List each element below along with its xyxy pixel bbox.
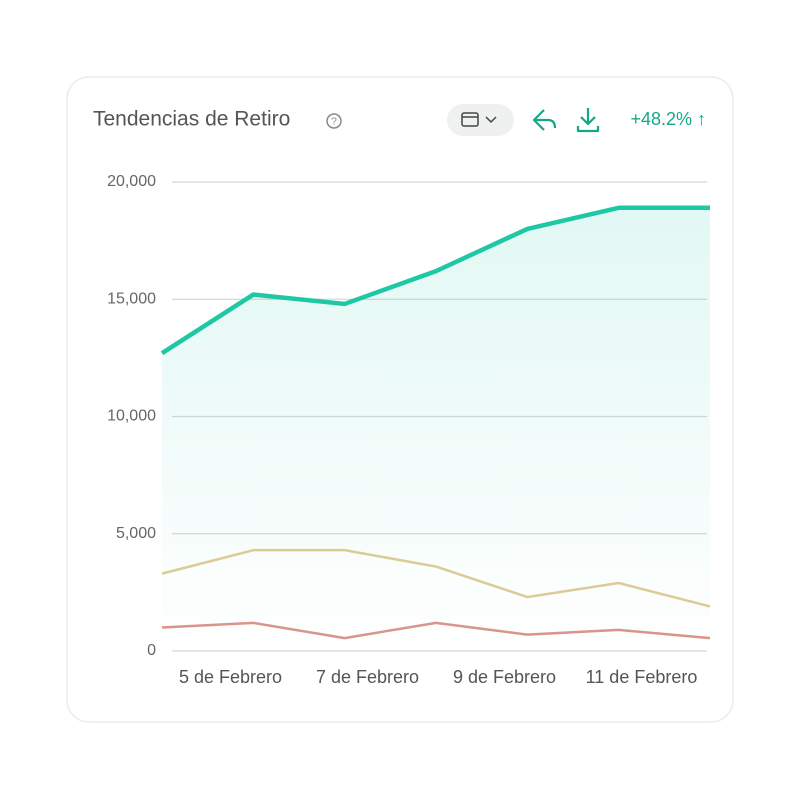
share-button[interactable] xyxy=(532,109,557,131)
line xyxy=(161,548,711,608)
plot: 0 5,000 10,000 15,000 20,000 5 de Febrero 7 de… xyxy=(107,173,711,687)
x-tick-label: 9 de Febrero xyxy=(453,667,556,687)
x-tick-label: 11 de Febrero xyxy=(586,667,698,687)
area xyxy=(162,207,710,652)
card-title: Tendencias de Retiro xyxy=(93,108,290,131)
x-tick-label: 5 de Febrero xyxy=(179,667,282,687)
line xyxy=(160,205,710,356)
help-icon[interactable]: ? xyxy=(326,113,342,129)
y-tick-label: 15,000 xyxy=(107,290,156,307)
x-tick-label: 7 de Febrero xyxy=(316,667,419,687)
y-tick-label: 5,000 xyxy=(116,525,156,542)
y-tick-label: 10,000 xyxy=(107,408,156,425)
y-tick-label: 0 xyxy=(147,642,156,659)
line xyxy=(161,621,711,640)
svg-text:?: ? xyxy=(331,117,337,128)
y-tick-label: 20,000 xyxy=(107,173,156,190)
download-button[interactable] xyxy=(576,108,600,133)
wallet-dropdown[interactable] xyxy=(447,104,514,136)
change-indicator: +48.2% ↑ xyxy=(630,109,706,129)
